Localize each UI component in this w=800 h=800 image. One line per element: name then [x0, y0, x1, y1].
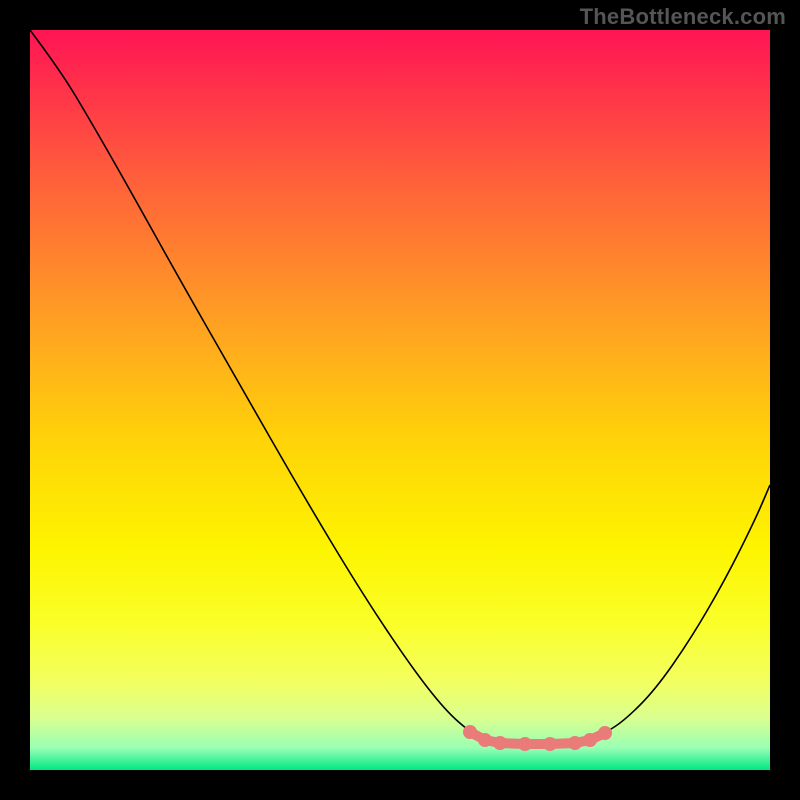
marker-dot — [463, 725, 477, 739]
marker-dot — [583, 733, 597, 747]
watermark-text: TheBottleneck.com — [580, 4, 786, 30]
chart-svg — [30, 30, 770, 770]
marker-dot — [478, 733, 492, 747]
marker-dot — [568, 736, 582, 750]
marker-dot — [493, 736, 507, 750]
marker-dot — [598, 726, 612, 740]
marker-dot — [543, 737, 557, 751]
chart-frame: TheBottleneck.com — [0, 0, 800, 800]
chart-background — [30, 30, 770, 770]
plot-area — [30, 30, 770, 770]
marker-dot — [518, 737, 532, 751]
